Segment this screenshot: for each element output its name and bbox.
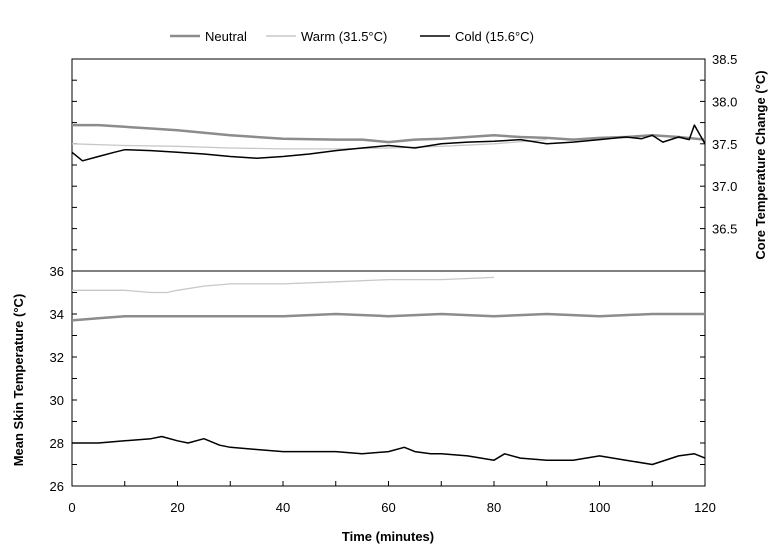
- skin-temp-series-line-0: [71, 312, 705, 322]
- bottom-y-tick-label: 32: [50, 350, 64, 365]
- bottom-panel-ticks: 26 28 30 32 34 36: [50, 264, 705, 494]
- x-tick-label: 80: [487, 500, 501, 515]
- x-tick-label: 60: [381, 500, 395, 515]
- legend-label-warm: Warm (31.5°C): [301, 29, 387, 44]
- core-temp-series-line-2: [71, 124, 706, 162]
- bottom-panel-series: [71, 276, 706, 466]
- legend-label-neutral: Neutral: [205, 29, 247, 44]
- legend: Neutral Warm (31.5°C) Cold (15.6°C): [170, 29, 534, 44]
- bottom-y-tick-label: 34: [50, 307, 64, 322]
- top-y-tick-label: 37.5: [712, 137, 737, 152]
- top-panel-series: [71, 123, 706, 162]
- top-y-tick-label: 38.5: [712, 52, 737, 67]
- x-tick-label: 0: [68, 500, 75, 515]
- top-y-tick-label: 36.5: [712, 222, 737, 237]
- core-temp-series-line-1: [71, 138, 547, 150]
- plot-area-frame: [71, 58, 706, 487]
- top-y-tick-label: 38.0: [712, 94, 737, 109]
- bottom-y-tick-label: 36: [50, 264, 64, 279]
- x-tick-label: 100: [589, 500, 611, 515]
- top-panel-ticks: 36.5 37.0 37.5 38.0 38.5: [72, 52, 737, 272]
- top-y-tick-label: 37.0: [712, 179, 737, 194]
- skin-temp-series-line-2: [72, 435, 706, 466]
- x-tick-label: 40: [276, 500, 290, 515]
- skin-temp-series-line-1: [72, 276, 495, 294]
- x-tick-label: 120: [694, 500, 716, 515]
- x-axis-ticks: 0 20 40 60 80 100 120: [68, 481, 716, 515]
- legend-label-cold: Cold (15.6°C): [455, 29, 534, 44]
- bottom-y-tick-label: 28: [50, 436, 64, 451]
- bottom-y-axis-title: Mean Skin Temperature (°C): [11, 294, 26, 467]
- top-y-axis-title: Core Temperature Change (°C): [753, 70, 768, 259]
- x-axis-title: Time (minutes): [342, 529, 434, 544]
- bottom-y-tick-label: 30: [50, 393, 64, 408]
- core-temp-series-line-0: [72, 123, 706, 144]
- bottom-y-tick-label: 26: [50, 479, 64, 494]
- x-tick-label: 20: [170, 500, 184, 515]
